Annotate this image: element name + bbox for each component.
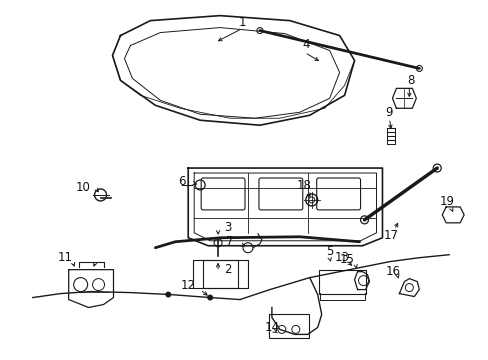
Text: 10: 10 — [75, 181, 90, 194]
Text: 8: 8 — [407, 74, 414, 87]
Text: 17: 17 — [383, 229, 398, 242]
Text: 4: 4 — [302, 38, 309, 51]
Circle shape — [165, 292, 171, 298]
Text: 2: 2 — [224, 263, 231, 276]
Text: 12: 12 — [181, 279, 195, 292]
Text: 5: 5 — [325, 245, 333, 258]
Text: 14: 14 — [264, 321, 279, 334]
Text: 7: 7 — [226, 235, 233, 248]
Text: 3: 3 — [224, 221, 231, 234]
Text: 9: 9 — [385, 106, 392, 119]
Text: 11: 11 — [57, 251, 72, 264]
Text: 1: 1 — [238, 16, 245, 29]
Text: 18: 18 — [296, 180, 310, 193]
Text: 6: 6 — [178, 175, 185, 189]
Text: 16: 16 — [385, 265, 400, 278]
Text: 13: 13 — [333, 251, 348, 264]
Text: 15: 15 — [340, 253, 354, 266]
Circle shape — [207, 294, 213, 301]
Text: 19: 19 — [439, 195, 454, 208]
